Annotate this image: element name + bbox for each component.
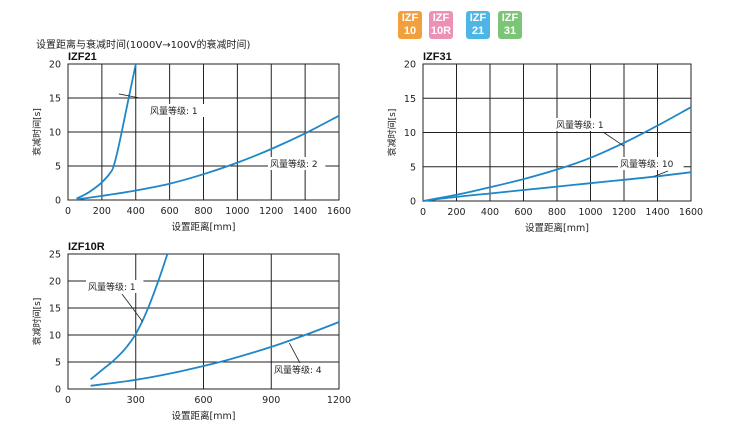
leader-line	[118, 93, 141, 99]
series-line	[76, 63, 137, 200]
y-tick-label: 5	[410, 162, 416, 173]
series-label: 风量等级: 4	[274, 364, 322, 376]
x-tick-label: 1000	[225, 206, 249, 217]
series-line	[422, 171, 692, 202]
x-tick-label: 200	[93, 206, 111, 217]
x-tick-label: 1200	[259, 206, 283, 217]
series-label: 风量等级: 10	[620, 158, 674, 170]
x-axis-label: 设置距离[mm]	[172, 410, 236, 422]
badge-izf10: IZF 10	[398, 11, 422, 39]
badge-izf21: IZF 21	[466, 11, 490, 39]
leader-line	[654, 170, 669, 177]
series-label: 风量等级: 1	[88, 281, 136, 293]
y-tick-label: 10	[49, 128, 61, 139]
y-tick-label: 5	[55, 162, 61, 173]
chart-title: IZF10R	[68, 241, 105, 253]
y-tick-label: 15	[404, 94, 416, 105]
page-title: 设置距离与衰减时间(1000V→100V的衰减时间)	[36, 40, 251, 51]
x-tick-label: 600	[161, 206, 179, 217]
y-tick-label: 10	[404, 128, 416, 139]
x-tick-label: 600	[194, 395, 212, 406]
chart-title: IZF21	[68, 51, 97, 63]
chart-title: IZF31	[423, 51, 452, 63]
x-tick-label: 1200	[612, 207, 636, 218]
y-tick-label: 15	[49, 94, 61, 105]
x-tick-label: 0	[420, 207, 426, 218]
series-label-bg	[272, 363, 330, 376]
series-line	[90, 253, 169, 381]
series-line	[90, 321, 340, 387]
y-tick-label: 0	[410, 197, 416, 208]
series-label: 风量等级: 2	[270, 158, 318, 170]
x-tick-label: 1400	[293, 206, 317, 217]
leader-line	[288, 342, 301, 364]
x-tick-label: 1600	[327, 206, 351, 217]
series-label-bg	[554, 118, 612, 131]
series-label-bg	[268, 157, 326, 170]
x-axis-label: 设置距离[mm]	[525, 222, 589, 234]
y-tick-label: 25	[49, 250, 61, 261]
x-tick-label: 1400	[645, 207, 669, 218]
x-tick-label: 400	[481, 207, 499, 218]
y-axis-label: 衰减时间[s]	[31, 108, 43, 156]
x-tick-label: 1600	[679, 207, 703, 218]
series-line	[76, 114, 340, 201]
y-axis-label: 衰减时间[s]	[386, 109, 398, 157]
series-label-bg	[148, 104, 206, 117]
series-line	[422, 106, 692, 202]
x-tick-label: 0	[65, 206, 71, 217]
y-tick-label: 5	[55, 358, 61, 369]
y-tick-label: 0	[55, 196, 61, 207]
x-tick-label: 800	[548, 207, 566, 218]
badge-izf10r: IZF 10R	[429, 11, 453, 39]
x-tick-label: 0	[65, 395, 71, 406]
x-tick-label: 600	[514, 207, 532, 218]
x-tick-label: 1000	[578, 207, 602, 218]
badge-izf31: IZF 31	[498, 11, 522, 39]
x-axis-label: 设置距离[mm]	[172, 221, 236, 233]
x-tick-label: 800	[194, 206, 212, 217]
x-tick-label: 300	[127, 395, 145, 406]
leader-line	[121, 293, 143, 322]
x-tick-label: 1200	[327, 395, 351, 406]
y-tick-label: 20	[49, 60, 61, 71]
y-tick-label: 0	[55, 385, 61, 396]
x-tick-label: 200	[447, 207, 465, 218]
series-label-bg	[86, 280, 144, 293]
leader-line	[602, 131, 625, 147]
series-label: 风量等级: 1	[556, 119, 604, 131]
series-label: 风量等级: 1	[150, 105, 198, 117]
y-tick-label: 20	[404, 60, 416, 71]
y-tick-label: 20	[49, 277, 61, 288]
y-tick-label: 10	[49, 331, 61, 342]
y-tick-label: 15	[49, 304, 61, 315]
x-tick-label: 400	[127, 206, 145, 217]
y-axis-label: 衰减时间[s]	[31, 298, 43, 346]
x-tick-label: 900	[262, 395, 280, 406]
series-label-bg	[618, 157, 684, 170]
